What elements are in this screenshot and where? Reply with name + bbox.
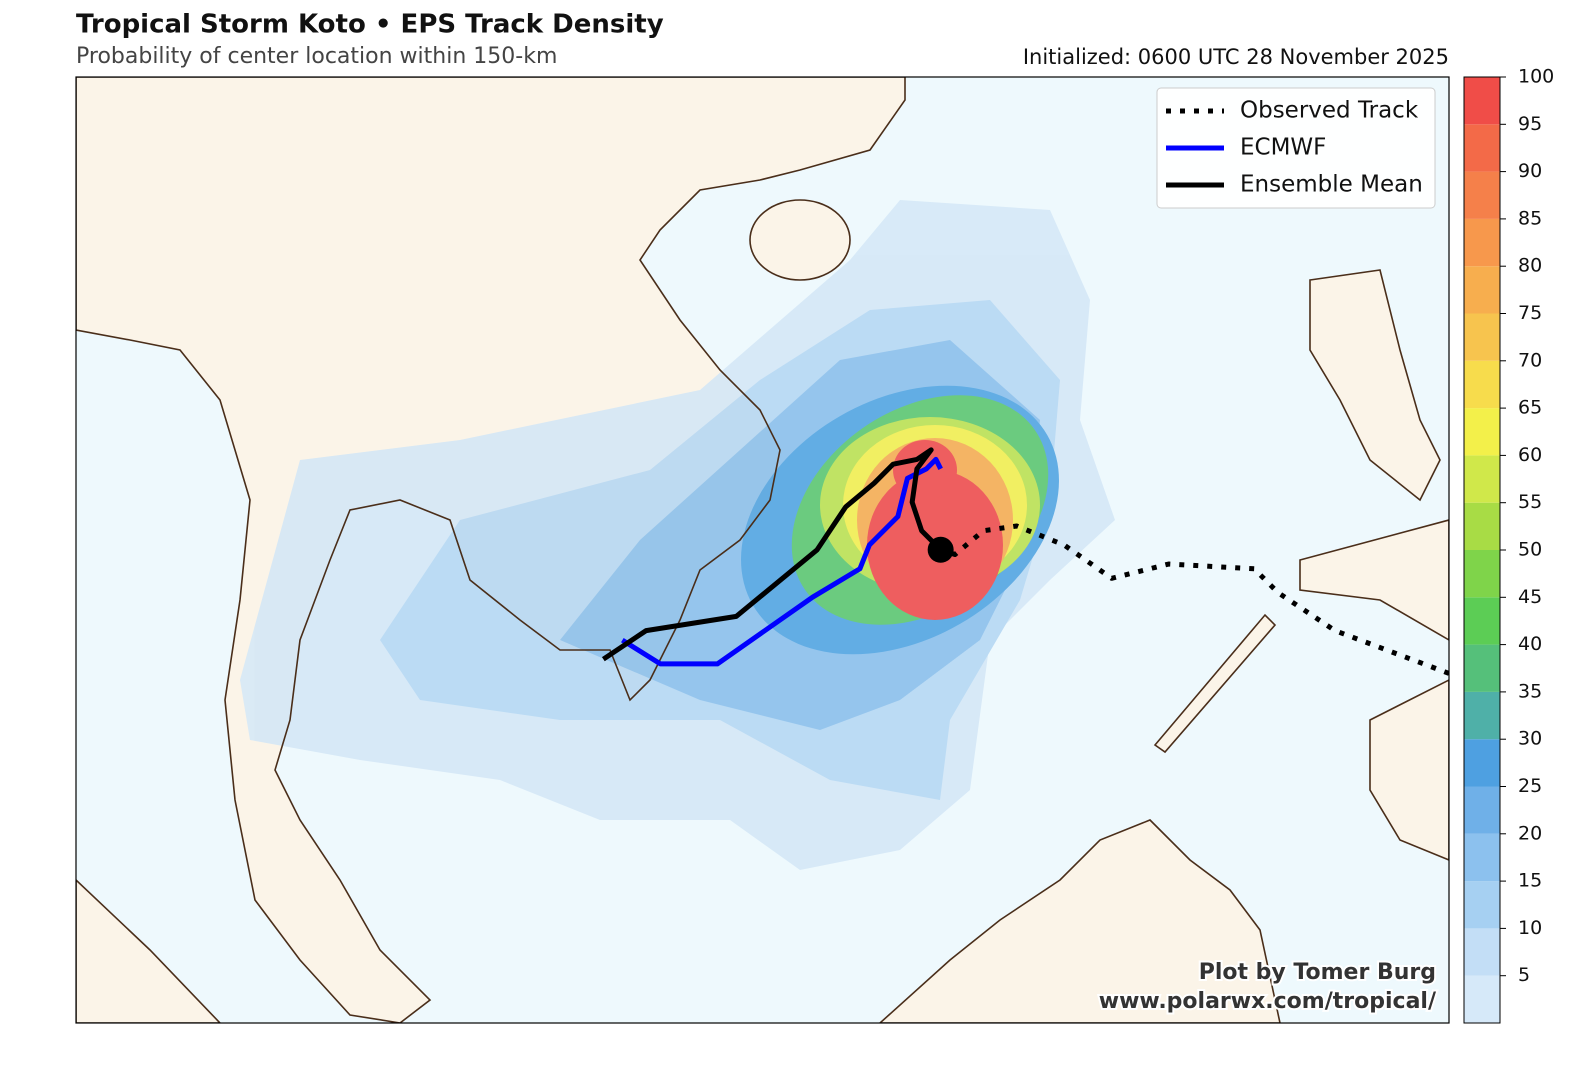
colorbar-tick-label: 5	[1518, 964, 1530, 986]
colorbar-band	[1464, 739, 1500, 787]
colorbar-tick-label: 45	[1518, 586, 1542, 608]
legend-label: Ensemble Mean	[1240, 172, 1423, 198]
colorbar-tick-label: 35	[1518, 680, 1542, 702]
map-frame	[75, 76, 1450, 1024]
title: Tropical Storm Koto • EPS Track Density	[76, 10, 664, 40]
colorbar-band	[1464, 881, 1500, 929]
colorbar-tick-label: 100	[1518, 66, 1554, 88]
colorbar-band	[1464, 502, 1500, 550]
colorbar-band	[1464, 833, 1500, 882]
colorbar-band	[1464, 975, 1500, 1023]
colorbar-tick-label: 55	[1518, 491, 1542, 513]
colorbar-tick-label: 70	[1518, 349, 1542, 371]
colorbar-band	[1464, 644, 1500, 692]
track	[939, 523, 1449, 676]
colorbar-band	[1464, 218, 1500, 267]
colorbar-tick-label: 10	[1518, 917, 1542, 939]
subtitle: Probability of center location within 15…	[76, 44, 557, 69]
colorbar-band	[1464, 691, 1500, 740]
colorbar-tick-label: 95	[1518, 113, 1542, 135]
colorbar-band	[1464, 124, 1500, 172]
colorbar-band	[1464, 266, 1500, 314]
credit: Plot by Tomer Burg	[1199, 960, 1436, 985]
colorbar-tick-label: 50	[1518, 539, 1542, 561]
colorbar-tick-label: 20	[1518, 822, 1542, 844]
legend-label: ECMWF	[1240, 135, 1326, 161]
colorbar-tick-label: 80	[1518, 255, 1542, 277]
legend-label: Observed Track	[1240, 98, 1419, 124]
colorbar-tick-label: 90	[1518, 160, 1542, 182]
colorbar-band	[1464, 550, 1500, 598]
storm-position	[927, 536, 954, 563]
colorbar-tick-label: 30	[1518, 728, 1542, 750]
colorbar-band	[1464, 928, 1500, 976]
colorbar-band	[1464, 408, 1500, 456]
colorbar-band	[1464, 77, 1500, 125]
colorbar-tick-label: 65	[1518, 397, 1542, 419]
track	[601, 447, 943, 662]
track	[621, 456, 943, 667]
colorbar-tick-label: 25	[1518, 775, 1542, 797]
colorbar-tick-label: 40	[1518, 633, 1542, 655]
colorbar-band	[1464, 455, 1500, 503]
colorbar-band	[1464, 171, 1500, 219]
colorbar-tick-label: 75	[1518, 302, 1542, 324]
colorbar-tick-label: 15	[1518, 870, 1542, 892]
colorbar-tick-label: 85	[1518, 207, 1542, 229]
colorbar-band	[1464, 360, 1500, 409]
colorbar-tick-label: 60	[1518, 444, 1542, 466]
credit-url: www.polarwx.com/tropical/	[1099, 989, 1437, 1014]
colorbar-band	[1464, 786, 1500, 834]
legend-box	[1156, 87, 1436, 209]
initialized: Initialized: 0600 UTC 28 November 2025	[1023, 45, 1449, 69]
colorbar-band	[1464, 597, 1500, 645]
colorbar-band	[1464, 313, 1500, 361]
